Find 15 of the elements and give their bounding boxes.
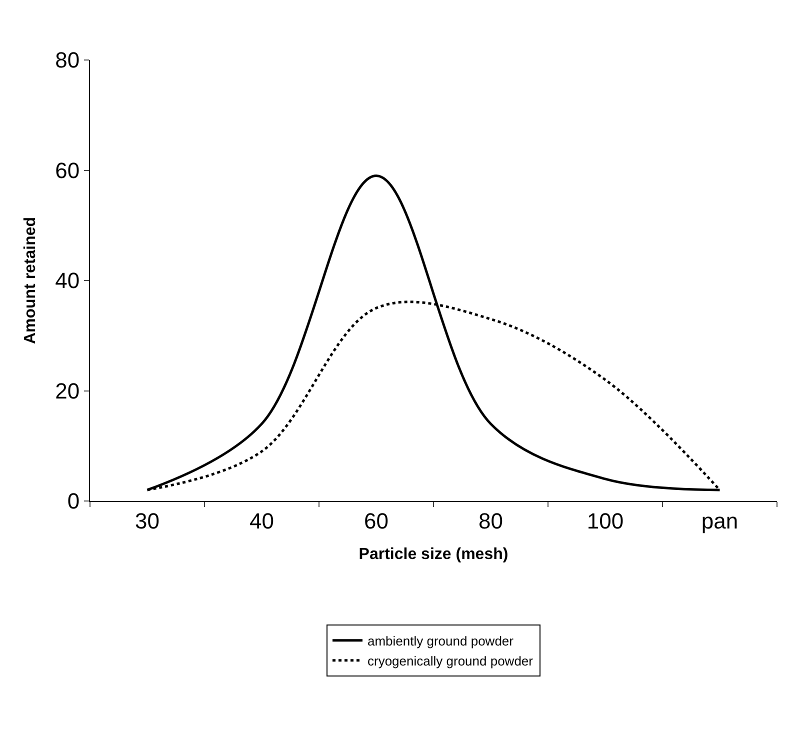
x-axis-title: Particle size (mesh) [358, 546, 508, 564]
y-tick-label: 80 [55, 48, 80, 73]
legend-label: ambiently ground powder [368, 634, 514, 648]
y-tick-label: 20 [55, 378, 80, 404]
x-tick-label: 80 [478, 508, 503, 534]
x-tick-label: 100 [586, 508, 624, 534]
x-tick-label: pan [701, 508, 738, 534]
y-tick-label: 0 [67, 488, 80, 514]
y-axis-title: Amount retained [22, 216, 40, 344]
y-tick-label: 40 [55, 268, 80, 294]
x-tick-label: 40 [250, 508, 274, 534]
x-tick-label: 60 [364, 508, 388, 534]
y-tick-label: 60 [55, 158, 80, 183]
x-tick-label: 30 [135, 508, 160, 534]
legend-label: cryogenically ground powder [368, 653, 534, 668]
